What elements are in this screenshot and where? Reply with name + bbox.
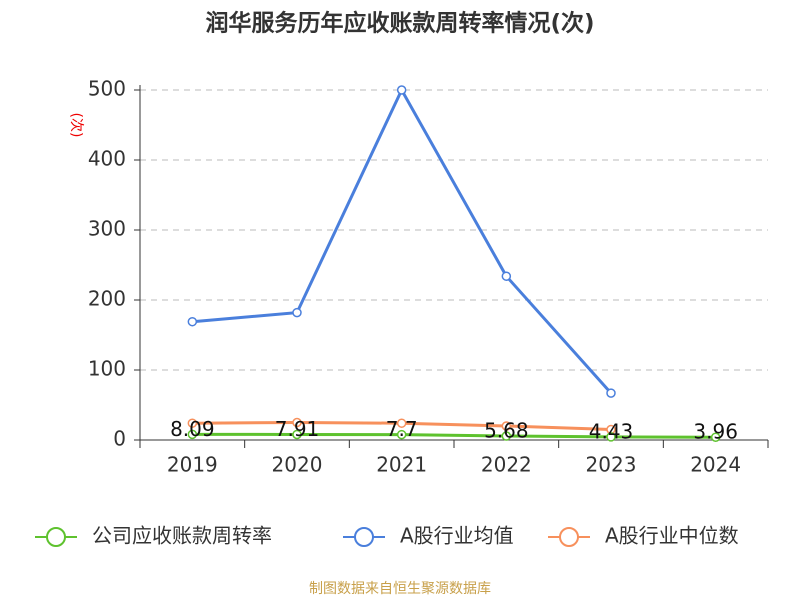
x-tick-label: 2019 bbox=[167, 453, 218, 477]
x-tick-label: 2022 bbox=[481, 453, 532, 477]
y-axis-label: (次) bbox=[68, 113, 84, 138]
data-label: 4.43 bbox=[589, 419, 634, 443]
y-tick-label: 500 bbox=[88, 77, 126, 101]
x-tick-label: 2023 bbox=[586, 453, 637, 477]
legend-marker bbox=[559, 527, 579, 547]
chart-title: 润华服务历年应收账款周转率情况(次) bbox=[205, 10, 594, 37]
point-marker bbox=[606, 432, 616, 442]
legend-label: 公司应收账款周转率 bbox=[92, 524, 272, 548]
legend-marker bbox=[354, 527, 374, 547]
point-marker bbox=[187, 316, 198, 327]
y-tick-label: 400 bbox=[88, 147, 126, 171]
point-marker bbox=[396, 429, 407, 440]
data-label: 7.91 bbox=[275, 417, 320, 441]
y-tick-label: 300 bbox=[88, 217, 126, 241]
data-label: 8.09 bbox=[170, 417, 215, 441]
legend-label: A股行业中位数 bbox=[605, 524, 739, 548]
point-marker bbox=[187, 418, 198, 428]
point-marker bbox=[606, 388, 616, 398]
y-tick-label: 0 bbox=[113, 427, 126, 451]
data-label: 7.7 bbox=[386, 417, 418, 441]
data-label: 3.96 bbox=[693, 420, 738, 444]
point-marker bbox=[292, 307, 302, 318]
series-line bbox=[192, 86, 613, 395]
source-note: 制图数据来自恒生聚源数据库 bbox=[309, 581, 491, 597]
point-marker bbox=[396, 85, 407, 95]
point-marker bbox=[292, 429, 302, 440]
point-marker bbox=[501, 271, 512, 281]
legend-label: A股行业均值 bbox=[400, 524, 514, 548]
point-marker bbox=[187, 429, 198, 440]
point-marker bbox=[501, 431, 512, 441]
y-tick-label: 100 bbox=[88, 357, 126, 381]
point-marker bbox=[501, 421, 512, 431]
point-marker bbox=[292, 417, 302, 428]
series-line bbox=[192, 432, 716, 439]
point-marker bbox=[710, 432, 721, 442]
legend-marker bbox=[46, 527, 66, 547]
point-marker bbox=[396, 418, 407, 428]
x-tick-label: 2021 bbox=[376, 453, 427, 477]
y-tick-label: 200 bbox=[88, 287, 126, 311]
data-label: 5.68 bbox=[484, 419, 529, 443]
x-tick-label: 2024 bbox=[690, 453, 741, 477]
x-tick-label: 2020 bbox=[272, 453, 323, 477]
